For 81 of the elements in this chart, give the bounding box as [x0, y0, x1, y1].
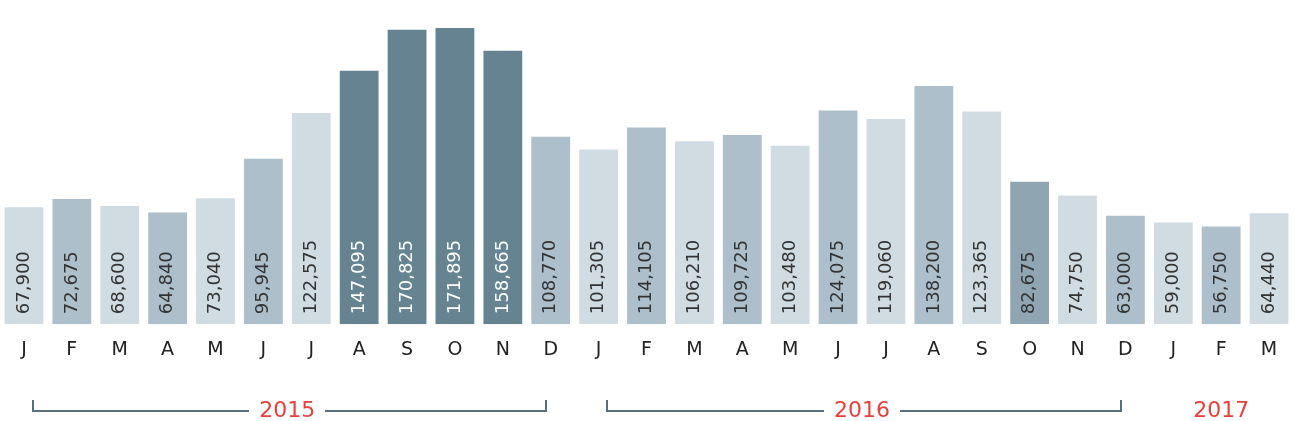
x-tick-label: J: [259, 336, 267, 359]
data-label: 103,480: [777, 239, 799, 315]
data-label: 123,365: [969, 239, 991, 315]
data-label: 67,900: [11, 251, 33, 315]
data-label: 170,825: [394, 239, 416, 315]
data-label: 68,600: [107, 251, 129, 315]
data-label: 56,750: [1208, 251, 1230, 315]
data-label: 122,575: [298, 239, 320, 315]
bar: [914, 86, 954, 325]
data-label: 119,060: [873, 239, 895, 315]
data-label: 59,000: [1160, 251, 1182, 315]
x-tick-label: M: [1260, 336, 1278, 359]
data-label: 73,040: [203, 251, 225, 315]
data-label: 64,840: [155, 251, 177, 315]
bar: [818, 110, 858, 325]
bar: [52, 198, 92, 325]
data-label: 64,440: [1256, 251, 1278, 315]
text: 2017: [1183, 397, 1260, 421]
bar: [483, 50, 523, 325]
x-tick-label: M: [781, 336, 799, 359]
x-tick-label: J: [307, 336, 315, 359]
bar: [196, 198, 235, 325]
x-tick-label: J: [594, 336, 602, 359]
x-tick-label: J: [882, 336, 889, 359]
x-tick-label: M: [207, 336, 224, 359]
data-label: 124,075: [825, 239, 847, 315]
data-label: 158,665: [490, 239, 512, 315]
data-label: 95,945: [251, 251, 273, 315]
data-label: 82,675: [1017, 251, 1039, 315]
x-tick-label: A: [735, 336, 749, 359]
x-tick-label: O: [1022, 336, 1038, 359]
x-tick-label: J: [1169, 336, 1177, 359]
x-tick-label: F: [1215, 336, 1227, 359]
bar: [243, 158, 283, 325]
data-label: 63,000: [1113, 251, 1135, 315]
bar: [770, 145, 810, 325]
data-label: 74,750: [1065, 251, 1087, 315]
bar: [627, 127, 666, 325]
data-label: 108,770: [538, 239, 560, 315]
bar: [674, 141, 714, 325]
x-tick-label: S: [975, 336, 988, 359]
bar: [1105, 215, 1145, 325]
bar: [1058, 195, 1097, 325]
bar: [866, 119, 906, 325]
data-label: 106,210: [682, 239, 704, 315]
text: 2015: [249, 397, 326, 421]
bar: [962, 111, 1002, 325]
bar: [579, 149, 619, 325]
x-tick-label: M: [111, 336, 128, 359]
x-tick-label: J: [20, 336, 27, 359]
bar: [100, 205, 140, 325]
data-label: 114,105: [634, 239, 656, 315]
text: 2016: [824, 397, 900, 421]
x-tick-label: S: [401, 336, 414, 359]
bar: [387, 29, 427, 325]
x-tick-label: J: [834, 336, 841, 359]
x-tick-label: N: [1070, 336, 1085, 359]
bar: [291, 112, 331, 325]
x-tick-label: M: [686, 336, 703, 359]
x-tick-label: F: [66, 336, 78, 359]
bar: [339, 70, 379, 325]
x-tick-label: N: [495, 336, 510, 359]
bar: [148, 212, 188, 325]
x-tick-label: A: [352, 336, 366, 359]
x-tick-label: D: [543, 336, 559, 359]
x-tick-label: O: [447, 336, 463, 359]
data-label: 171,895: [442, 239, 464, 315]
bar: [531, 136, 571, 325]
bar: [722, 135, 762, 325]
x-tick-label: A: [927, 336, 941, 359]
data-label: 147,095: [346, 239, 368, 315]
bar: [435, 27, 475, 325]
data-label: 138,200: [921, 239, 943, 315]
bar: [1201, 226, 1241, 325]
bar: [1010, 181, 1050, 325]
x-tick-label: D: [1118, 336, 1133, 359]
x-tick-label: F: [641, 336, 652, 359]
data-label: 109,725: [729, 239, 751, 315]
data-label: 72,675: [59, 251, 81, 315]
x-tick-label: A: [161, 336, 175, 359]
data-label: 101,305: [586, 239, 608, 315]
